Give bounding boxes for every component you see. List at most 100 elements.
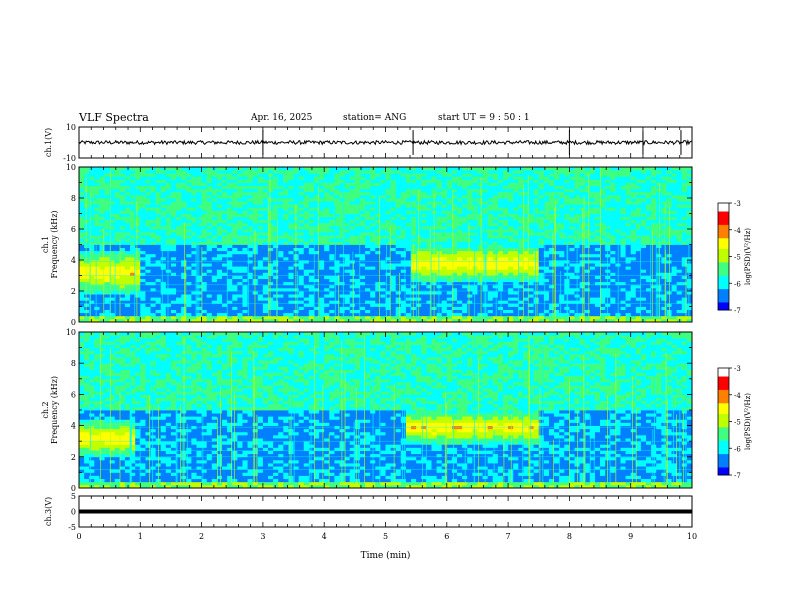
colorbar-cell bbox=[718, 296, 729, 300]
colorbar-cell bbox=[718, 283, 729, 287]
colorbar-cell bbox=[718, 400, 729, 404]
colorbar-cell bbox=[718, 307, 729, 311]
colorbar-cell bbox=[718, 384, 729, 388]
colorbar-cell bbox=[718, 221, 729, 225]
colorbar-cell bbox=[718, 272, 729, 276]
y-axis-label: ch.2 bbox=[41, 401, 50, 418]
colorbar-cell bbox=[718, 205, 729, 209]
colorbar-cell bbox=[718, 259, 729, 263]
colorbar-cell bbox=[718, 224, 729, 228]
colorbar-cell bbox=[718, 301, 729, 306]
colorbar-cell bbox=[718, 424, 729, 428]
colorbar-cell bbox=[718, 229, 729, 233]
x-axis-label: Time (min) bbox=[361, 550, 411, 561]
y-tick-label: 0 bbox=[71, 484, 76, 493]
colorbar-cell bbox=[718, 237, 729, 241]
y-axis-label: Frequency (kHz) bbox=[50, 376, 59, 444]
colorbar-cell bbox=[718, 288, 729, 292]
colorbar-cell bbox=[718, 227, 729, 231]
colorbar-label: log(PSD)(V²/Hz) bbox=[744, 228, 752, 285]
y-tick-label: -5 bbox=[68, 523, 76, 532]
colorbar-cell bbox=[718, 450, 729, 455]
x-tick-label: 8 bbox=[567, 532, 572, 541]
colorbar-cell bbox=[718, 240, 729, 244]
colorbar-cell bbox=[718, 291, 729, 295]
y-tick-label: 0 bbox=[71, 318, 76, 327]
station-label: station= ANG bbox=[343, 113, 407, 123]
y-tick-label: 10 bbox=[66, 328, 76, 337]
colorbar-cell bbox=[718, 397, 729, 401]
colorbar-cell bbox=[718, 253, 729, 257]
y-tick-label: -10 bbox=[63, 154, 76, 163]
x-tick-label: 1 bbox=[138, 532, 143, 541]
colorbar-tick-label: -4 bbox=[734, 392, 741, 400]
colorbar-cell bbox=[718, 208, 729, 212]
colorbar-cell bbox=[718, 448, 729, 452]
y-tick-label: 4 bbox=[71, 256, 76, 265]
y-tick-label: 10 bbox=[66, 163, 76, 172]
colorbar-cell bbox=[718, 440, 729, 444]
y-axis-label: ch.3(V) bbox=[44, 497, 53, 526]
y-tick-label: 8 bbox=[71, 359, 76, 368]
colorbar-cell bbox=[718, 386, 729, 390]
colorbar-cell bbox=[718, 213, 729, 217]
colorbar-cell bbox=[718, 275, 729, 279]
y-axis-label: ch.1(V) bbox=[44, 128, 53, 157]
y-tick-label: 5 bbox=[71, 492, 76, 501]
colorbar-cell bbox=[718, 464, 729, 468]
colorbar-cell bbox=[718, 442, 729, 447]
colorbar-cell bbox=[718, 368, 729, 372]
colorbar-cell bbox=[718, 389, 729, 393]
y-tick-label: 2 bbox=[71, 287, 76, 296]
x-tick-label: 10 bbox=[687, 532, 697, 541]
colorbar-cell bbox=[718, 216, 729, 220]
colorbar-cell bbox=[718, 256, 729, 260]
colorbar-cell bbox=[718, 416, 729, 420]
x-tick-label: 9 bbox=[628, 532, 633, 541]
colorbar-cell bbox=[718, 456, 729, 460]
x-tick-label: 5 bbox=[383, 532, 388, 541]
colorbar-cell bbox=[718, 304, 729, 308]
x-tick-label: 6 bbox=[444, 532, 449, 541]
y-tick-label: 4 bbox=[71, 422, 76, 431]
colorbar-tick-label: -7 bbox=[734, 307, 741, 315]
chart-title: VLF Spectra bbox=[79, 111, 149, 124]
colorbar-tick-label: -4 bbox=[734, 227, 741, 235]
colorbar-cell bbox=[718, 232, 729, 236]
colorbar-cell bbox=[718, 245, 729, 249]
y-axis-label: ch.1 bbox=[41, 236, 50, 253]
colorbar-cell bbox=[718, 251, 729, 255]
colorbar-cell bbox=[718, 264, 729, 268]
colorbar-cell bbox=[718, 418, 729, 422]
colorbar-cell bbox=[718, 261, 729, 266]
x-tick-label: 2 bbox=[199, 532, 204, 541]
colorbar-tick-label: -5 bbox=[734, 419, 741, 427]
x-tick-label: 4 bbox=[322, 532, 327, 541]
colorbar-cell bbox=[718, 243, 729, 247]
colorbar-cell bbox=[718, 203, 729, 207]
y-tick-label: 6 bbox=[71, 225, 76, 234]
colorbar-cell bbox=[718, 370, 729, 374]
colorbar-cell bbox=[718, 269, 729, 274]
colorbar-cell bbox=[718, 413, 729, 417]
colorbar-cell bbox=[718, 408, 729, 412]
colorbar-cell bbox=[718, 293, 729, 298]
x-tick-label: 0 bbox=[76, 532, 81, 541]
colorbar-cell bbox=[718, 381, 729, 385]
colorbar-cell bbox=[718, 437, 729, 441]
colorbar-cell bbox=[718, 376, 729, 380]
colorbar-tick-label: -5 bbox=[734, 254, 741, 262]
colorbar-tick-label: -6 bbox=[734, 280, 741, 288]
date-label: Apr. 16, 2025 bbox=[251, 113, 313, 123]
x-tick-label: 7 bbox=[506, 532, 511, 541]
colorbar-tick-label: -6 bbox=[734, 445, 741, 453]
colorbar-cell bbox=[718, 267, 729, 271]
y-axis-label: Frequency (kHz) bbox=[50, 210, 59, 278]
y-tick-label: 2 bbox=[71, 453, 76, 462]
colorbar-cell bbox=[718, 405, 729, 409]
colorbar-cell bbox=[718, 219, 729, 223]
colorbar-cell bbox=[718, 410, 729, 414]
ch1-trace bbox=[78, 139, 693, 147]
colorbar-cell bbox=[718, 434, 729, 439]
colorbar-tick-label: -3 bbox=[734, 200, 741, 208]
